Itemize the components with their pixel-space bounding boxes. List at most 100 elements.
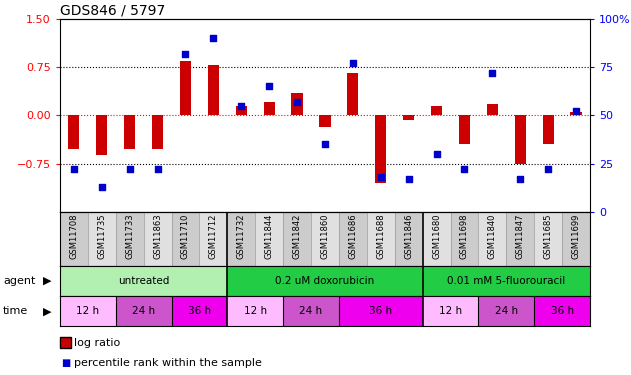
Bar bbox=[534, 296, 590, 326]
Point bbox=[515, 176, 525, 182]
Bar bbox=[562, 212, 590, 266]
Bar bbox=[264, 102, 274, 116]
Bar bbox=[60, 212, 88, 266]
Bar bbox=[227, 266, 423, 296]
Bar bbox=[487, 104, 498, 116]
Bar bbox=[283, 212, 311, 266]
Bar bbox=[339, 296, 423, 326]
Bar bbox=[347, 74, 358, 116]
Bar bbox=[543, 116, 554, 144]
Bar bbox=[115, 212, 144, 266]
Bar bbox=[395, 212, 423, 266]
Point bbox=[180, 51, 191, 57]
Point bbox=[487, 70, 497, 76]
Bar bbox=[172, 296, 227, 326]
Text: GSM11686: GSM11686 bbox=[348, 213, 357, 259]
Bar bbox=[96, 116, 107, 155]
Point bbox=[292, 99, 302, 105]
Text: GSM11842: GSM11842 bbox=[293, 213, 302, 259]
Bar bbox=[60, 266, 227, 296]
Text: GSM11847: GSM11847 bbox=[516, 213, 525, 259]
Point bbox=[320, 141, 330, 147]
Text: GSM11846: GSM11846 bbox=[404, 213, 413, 259]
Bar bbox=[283, 296, 339, 326]
Bar bbox=[172, 212, 199, 266]
Point bbox=[432, 151, 442, 157]
Text: GSM11688: GSM11688 bbox=[376, 213, 386, 259]
Bar bbox=[60, 296, 115, 326]
Text: 36 h: 36 h bbox=[369, 306, 392, 316]
Point bbox=[125, 166, 135, 172]
Text: 24 h: 24 h bbox=[300, 306, 322, 316]
Bar bbox=[478, 212, 506, 266]
Bar bbox=[319, 116, 331, 127]
Text: 12 h: 12 h bbox=[244, 306, 267, 316]
Text: agent: agent bbox=[3, 276, 35, 285]
Bar bbox=[124, 116, 135, 149]
Text: 0.2 uM doxorubicin: 0.2 uM doxorubicin bbox=[275, 276, 375, 286]
Text: ■: ■ bbox=[61, 358, 70, 368]
Text: 36 h: 36 h bbox=[188, 306, 211, 316]
Bar bbox=[115, 296, 172, 326]
Point bbox=[69, 166, 79, 172]
Bar bbox=[152, 116, 163, 149]
Bar bbox=[208, 65, 219, 116]
Text: ▶: ▶ bbox=[43, 276, 51, 285]
Point bbox=[543, 166, 553, 172]
Bar bbox=[144, 212, 172, 266]
Point bbox=[153, 166, 163, 172]
Bar bbox=[339, 212, 367, 266]
Bar bbox=[570, 112, 582, 116]
Bar bbox=[459, 116, 470, 144]
Text: 0.01 mM 5-fluorouracil: 0.01 mM 5-fluorouracil bbox=[447, 276, 565, 286]
Bar bbox=[451, 212, 478, 266]
Text: 36 h: 36 h bbox=[550, 306, 574, 316]
Text: GSM11708: GSM11708 bbox=[69, 213, 78, 259]
Point bbox=[459, 166, 469, 172]
Bar bbox=[423, 266, 590, 296]
Text: 24 h: 24 h bbox=[495, 306, 518, 316]
Text: GSM11860: GSM11860 bbox=[321, 213, 329, 259]
Bar bbox=[180, 61, 191, 116]
Text: log ratio: log ratio bbox=[74, 338, 120, 348]
Bar bbox=[478, 296, 534, 326]
Text: 12 h: 12 h bbox=[439, 306, 462, 316]
Point bbox=[404, 176, 414, 182]
Bar bbox=[423, 212, 451, 266]
Text: GSM11844: GSM11844 bbox=[264, 213, 274, 259]
Text: ▶: ▶ bbox=[43, 306, 51, 316]
Bar bbox=[236, 106, 247, 116]
Point bbox=[264, 83, 274, 89]
Bar bbox=[375, 116, 386, 183]
Point bbox=[236, 103, 246, 109]
Bar bbox=[423, 296, 478, 326]
Text: GSM11733: GSM11733 bbox=[125, 213, 134, 259]
Bar bbox=[292, 93, 303, 116]
Text: GSM11685: GSM11685 bbox=[544, 213, 553, 259]
Point bbox=[348, 60, 358, 66]
Bar bbox=[255, 212, 283, 266]
Bar bbox=[227, 296, 283, 326]
Point bbox=[571, 108, 581, 114]
Text: 24 h: 24 h bbox=[132, 306, 155, 316]
Bar bbox=[506, 212, 534, 266]
Text: GSM11732: GSM11732 bbox=[237, 213, 245, 259]
Bar bbox=[534, 212, 562, 266]
Text: untreated: untreated bbox=[118, 276, 169, 286]
Text: GDS846 / 5797: GDS846 / 5797 bbox=[60, 4, 165, 18]
Bar bbox=[311, 212, 339, 266]
Bar bbox=[199, 212, 227, 266]
Point bbox=[97, 184, 107, 190]
Text: GSM11863: GSM11863 bbox=[153, 213, 162, 259]
Bar bbox=[68, 116, 80, 149]
Text: GSM11699: GSM11699 bbox=[572, 213, 581, 259]
Bar bbox=[227, 212, 255, 266]
Point bbox=[208, 35, 218, 41]
Bar bbox=[88, 212, 115, 266]
Text: GSM11698: GSM11698 bbox=[460, 213, 469, 259]
Bar bbox=[367, 212, 395, 266]
Text: percentile rank within the sample: percentile rank within the sample bbox=[74, 358, 262, 368]
Bar bbox=[515, 116, 526, 164]
Text: time: time bbox=[3, 306, 28, 316]
Text: GSM11712: GSM11712 bbox=[209, 213, 218, 259]
